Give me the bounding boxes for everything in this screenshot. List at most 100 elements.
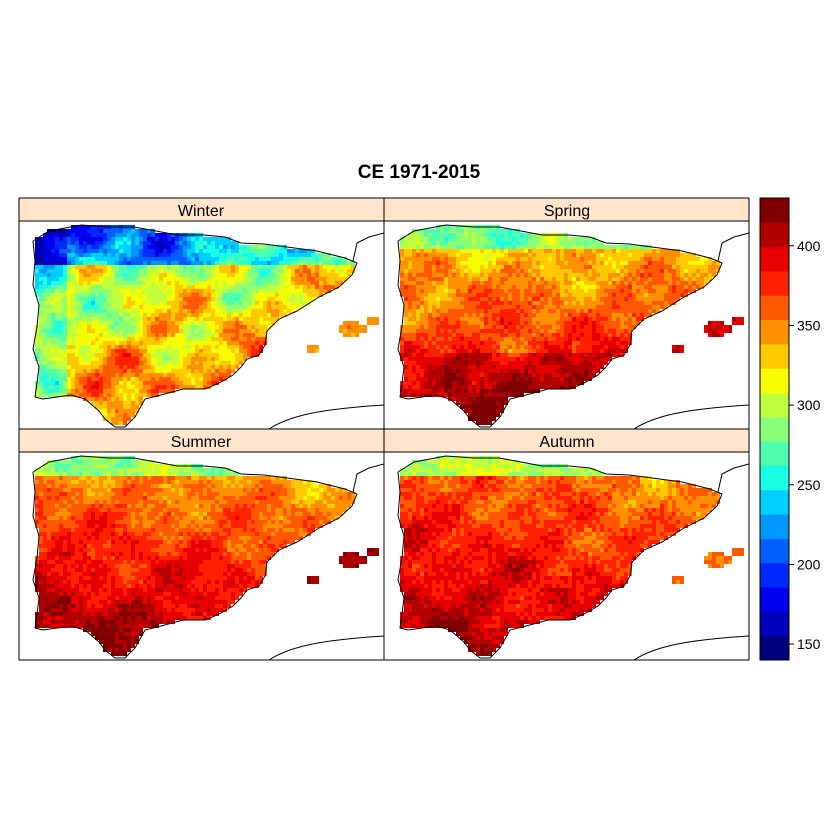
- map-cell: [139, 245, 143, 249]
- map-cell: [83, 305, 87, 309]
- map-cell: [584, 253, 588, 257]
- map-cell: [63, 313, 67, 317]
- map-cell: [67, 309, 71, 313]
- map-cell: [596, 305, 600, 309]
- map-cell: [456, 249, 460, 253]
- map-cell: [420, 357, 424, 361]
- map-cell: [159, 301, 163, 305]
- map-cell: [556, 325, 560, 329]
- map-cell: [420, 229, 424, 233]
- map-cell: [171, 353, 175, 357]
- map-cell: [223, 345, 227, 349]
- map-cell: [175, 305, 179, 309]
- map-cell: [123, 249, 127, 253]
- map-cell: [47, 277, 51, 281]
- map-cell: [564, 373, 568, 377]
- map-cell: [600, 333, 604, 337]
- map-cell: [532, 249, 536, 253]
- map-cell: [420, 241, 424, 245]
- map-cell: [91, 273, 95, 277]
- map-cell: [163, 313, 167, 317]
- map-cell: [432, 365, 436, 369]
- map-cell: [175, 325, 179, 329]
- map-cell: [452, 249, 456, 253]
- map-cell: [167, 357, 171, 361]
- map-cell: [131, 413, 135, 417]
- map-cell: [428, 249, 432, 253]
- map-cell: [636, 277, 640, 281]
- map-cell: [67, 369, 71, 373]
- map-cell: [163, 237, 167, 241]
- map-cell: [175, 317, 179, 321]
- map-cell: [444, 293, 448, 297]
- map-cell: [628, 281, 632, 285]
- map-cell: [408, 337, 412, 341]
- map-cell: [323, 277, 327, 281]
- map-cell: [692, 277, 696, 281]
- map-cell: [307, 257, 311, 261]
- map-cell: [412, 349, 416, 353]
- map-cell: [227, 325, 231, 329]
- map-cell: [131, 401, 135, 405]
- map-cell: [155, 265, 159, 269]
- map-cell: [79, 341, 83, 345]
- map-cell: [135, 405, 139, 409]
- map-cell: [227, 241, 231, 245]
- map-cell: [484, 277, 488, 281]
- map-cell: [620, 349, 624, 353]
- map-cell: [39, 389, 43, 393]
- map-cell: [636, 297, 640, 301]
- map-cell: [496, 261, 500, 265]
- map-cell: [147, 237, 151, 241]
- map-cell: [580, 329, 584, 333]
- map-cell: [75, 373, 79, 377]
- map-cell: [616, 245, 620, 249]
- map-cell: [319, 265, 323, 269]
- map-cell: [203, 365, 207, 369]
- map-cell: [536, 249, 540, 253]
- map-cell: [564, 325, 568, 329]
- map-cell: [43, 317, 47, 321]
- map-cell: [664, 297, 668, 301]
- map-cell: [251, 245, 255, 249]
- strip-label-spring: Spring: [544, 203, 590, 220]
- map-cell: [468, 309, 472, 313]
- map-cell: [263, 325, 267, 329]
- map-cell: [115, 325, 119, 329]
- map-cell: [656, 253, 660, 257]
- map-cell: [592, 305, 596, 309]
- map-cell: [664, 293, 668, 297]
- map-cell: [444, 249, 448, 253]
- map-cell: [275, 249, 279, 253]
- map-cell: [135, 249, 139, 253]
- map-cell: [183, 313, 187, 317]
- map-cell: [315, 261, 319, 265]
- map-cell: [183, 365, 187, 369]
- map-cell: [291, 257, 295, 261]
- map-cell: [39, 341, 43, 345]
- map-cell: [484, 317, 488, 321]
- map-cell: [500, 281, 504, 285]
- map-cell: [472, 269, 476, 273]
- map-cell: [484, 305, 488, 309]
- map-cell: [652, 301, 656, 305]
- map-cell: [560, 257, 564, 261]
- map-cell: [371, 317, 375, 321]
- map-cell: [71, 277, 75, 281]
- map-cell: [187, 237, 191, 241]
- map-cell: [584, 281, 588, 285]
- map-cell: [119, 401, 123, 405]
- map-cell: [67, 373, 71, 377]
- map-cell: [660, 293, 664, 297]
- map-cell: [87, 329, 91, 333]
- map-cell: [51, 249, 55, 253]
- map-cell: [452, 241, 456, 245]
- map-cell: [259, 293, 263, 297]
- map-cell: [556, 241, 560, 245]
- map-cell: [584, 297, 588, 301]
- map-cell: [251, 277, 255, 281]
- map-cell: [596, 369, 600, 373]
- map-cell: [408, 249, 412, 253]
- map-cell: [139, 273, 143, 277]
- map-cell: [251, 349, 255, 353]
